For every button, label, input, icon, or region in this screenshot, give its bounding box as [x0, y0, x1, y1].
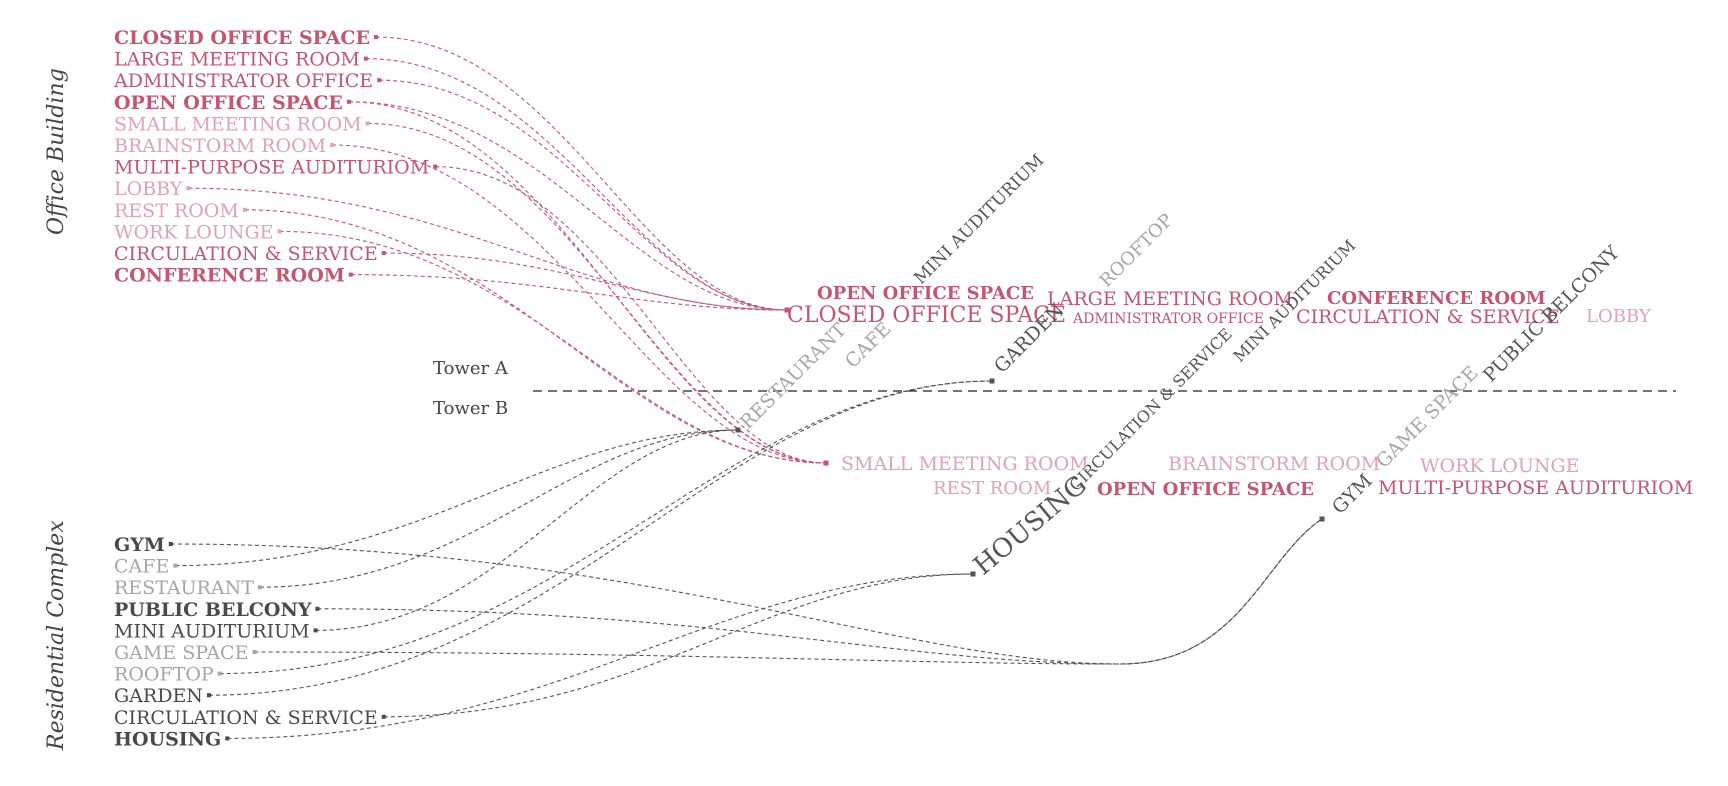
office-conference-room: CONFERENCE ROOM	[114, 265, 345, 287]
res-link-5	[383, 573, 974, 718]
office-administrator-office-dot	[377, 78, 382, 83]
office-open-office-space: OPEN OFFICE SPACE	[114, 92, 343, 114]
res-cafe-dot	[173, 563, 178, 568]
tower-a-rooftop: ROOFTOP	[1096, 210, 1178, 292]
office-link-5	[383, 252, 788, 311]
res-game-space-dot	[252, 650, 257, 654]
res-link-6	[227, 573, 974, 739]
office-brainstorm-room-dot	[330, 143, 335, 147]
res-cafe: CAFE	[114, 556, 169, 578]
tower-b-small-meeting-room: SMALL MEETING ROOM	[841, 453, 1089, 475]
tower-a-administrator-office: ADMINISTRATOR OFFICE	[1072, 311, 1264, 327]
office-link-0	[375, 36, 788, 311]
res-link-2	[315, 429, 739, 631]
target-dot-tower-b-housing	[970, 571, 976, 577]
res-public-belcony-dot	[315, 606, 320, 611]
office-circulation-and-service: CIRCULATION & SERVICE	[114, 243, 378, 265]
office-work-lounge-dot	[277, 229, 282, 234]
office-link-1	[365, 58, 788, 311]
res-gym: GYM	[114, 534, 165, 556]
res-mini-auditurium-dot	[313, 628, 318, 633]
tower-b-rest-room: REST ROOM	[933, 478, 1051, 499]
res-link-4	[208, 380, 993, 696]
target-dot-tower-a-office	[784, 307, 790, 313]
target-dot-tower-b-gym	[1319, 516, 1325, 522]
office-link-12	[279, 230, 827, 464]
tower-a-circulation-service: CIRCULATION & SERVICE	[1296, 306, 1560, 328]
res-mini-auditurium: MINI AUDITURIUM	[114, 620, 310, 642]
residential-complex-group-label: Residential Complex	[44, 520, 69, 751]
tower-a-closed-office-space: CLOSED OFFICE SPACE	[787, 303, 1066, 328]
res-housing-dot	[225, 736, 230, 741]
res-game-space: GAME SPACE	[114, 642, 248, 664]
tower-a-open-office-space: OPEN OFFICE SPACE	[817, 283, 1034, 304]
office-rest-room-dot	[242, 207, 247, 212]
office-work-lounge: WORK LOUNGE	[114, 221, 274, 243]
res-link-8	[317, 518, 1323, 665]
office-link-8	[367, 122, 827, 464]
res-link-7	[170, 518, 1323, 665]
res-rooftop: ROOFTOP	[114, 664, 214, 686]
tower-a-lobby: LOBBY	[1586, 306, 1652, 327]
tower-a-mini-auditurium: MINI AUDITURIUM	[910, 151, 1048, 289]
office-link-4	[188, 187, 788, 311]
res-link-3	[219, 380, 993, 675]
office-link-3	[348, 101, 788, 311]
office-link-6	[350, 274, 788, 311]
res-link-0	[175, 429, 739, 567]
office-large-meeting-room-dot	[363, 56, 368, 61]
target-dot-tower-b-office	[823, 460, 829, 466]
tower-a-conference-room: CONFERENCE ROOM	[1327, 288, 1546, 309]
target-dot-tower-a-garden	[989, 378, 995, 384]
res-circulation-and-service: CIRCULATION & SERVICE	[114, 707, 378, 729]
tower-b-gym: GYM	[1328, 470, 1377, 519]
office-brainstorm-room: BRAINSTORM ROOM	[114, 135, 326, 157]
office-multi-purpose-audituriom-dot	[433, 164, 438, 169]
tower-b-multi-purpose-auditurium: MULTI-PURPOSE AUDITURIOM	[1378, 477, 1693, 499]
res-housing: HOUSING	[114, 728, 221, 750]
office-small-meeting-room: SMALL MEETING ROOM	[114, 113, 362, 135]
tower-a-large-meeting-room: LARGE MEETING ROOM	[1047, 288, 1293, 310]
office-conference-room-dot	[348, 272, 353, 277]
res-gym-dot	[168, 542, 173, 546]
tower-a-label: Tower A	[433, 358, 509, 379]
res-public-belcony: PUBLIC BELCONY	[114, 599, 312, 621]
res-garden: GARDEN	[114, 685, 203, 707]
office-building-group-label: Office Building	[44, 68, 69, 235]
res-link-1	[259, 429, 739, 588]
res-restaurant: RESTAURANT	[114, 577, 254, 599]
office-large-meeting-room: LARGE MEETING ROOM	[114, 49, 360, 71]
tower-b-programs: SMALL MEETING ROOM REST ROOM HOUSING BRA…	[841, 453, 1693, 581]
tower-b-work-lounge: WORK LOUNGE	[1420, 455, 1580, 477]
office-closed-office-space-dot	[373, 35, 378, 39]
office-administrator-office: ADMINISTRATOR OFFICE	[113, 70, 373, 92]
office-open-office-space-dot	[346, 99, 351, 104]
office-link-9	[332, 144, 827, 464]
office-link-2	[379, 79, 788, 311]
res-rooftop-dot	[217, 671, 222, 676]
office-closed-office-space: CLOSED OFFICE SPACE	[114, 27, 370, 49]
res-link-9	[254, 518, 1323, 665]
office-multi-purpose-audituriom: MULTI-PURPOSE AUDITURIOM	[114, 157, 429, 179]
tower-a-programs: OPEN OFFICE SPACE CLOSED OFFICE SPACE LA…	[736, 151, 1652, 495]
tower-b-label: Tower B	[433, 398, 508, 419]
tower-b-brainstorm-room: BRAINSTORM ROOM	[1168, 453, 1380, 475]
res-restaurant-dot	[257, 585, 262, 590]
office-lobby-dot	[186, 186, 191, 191]
office-lobby: LOBBY	[114, 178, 183, 200]
res-circulation-and-service-dot	[381, 714, 386, 719]
office-small-meeting-room-dot	[365, 121, 370, 126]
res-garden-dot	[206, 693, 211, 698]
tower-b-open-office-space: OPEN OFFICE SPACE	[1097, 479, 1314, 500]
office-circulation-and-service-dot	[381, 251, 386, 255]
target-dot-tower-a-restaurant	[735, 427, 741, 433]
connection-lines	[170, 36, 1325, 739]
office-rest-room: REST ROOM	[114, 200, 239, 222]
